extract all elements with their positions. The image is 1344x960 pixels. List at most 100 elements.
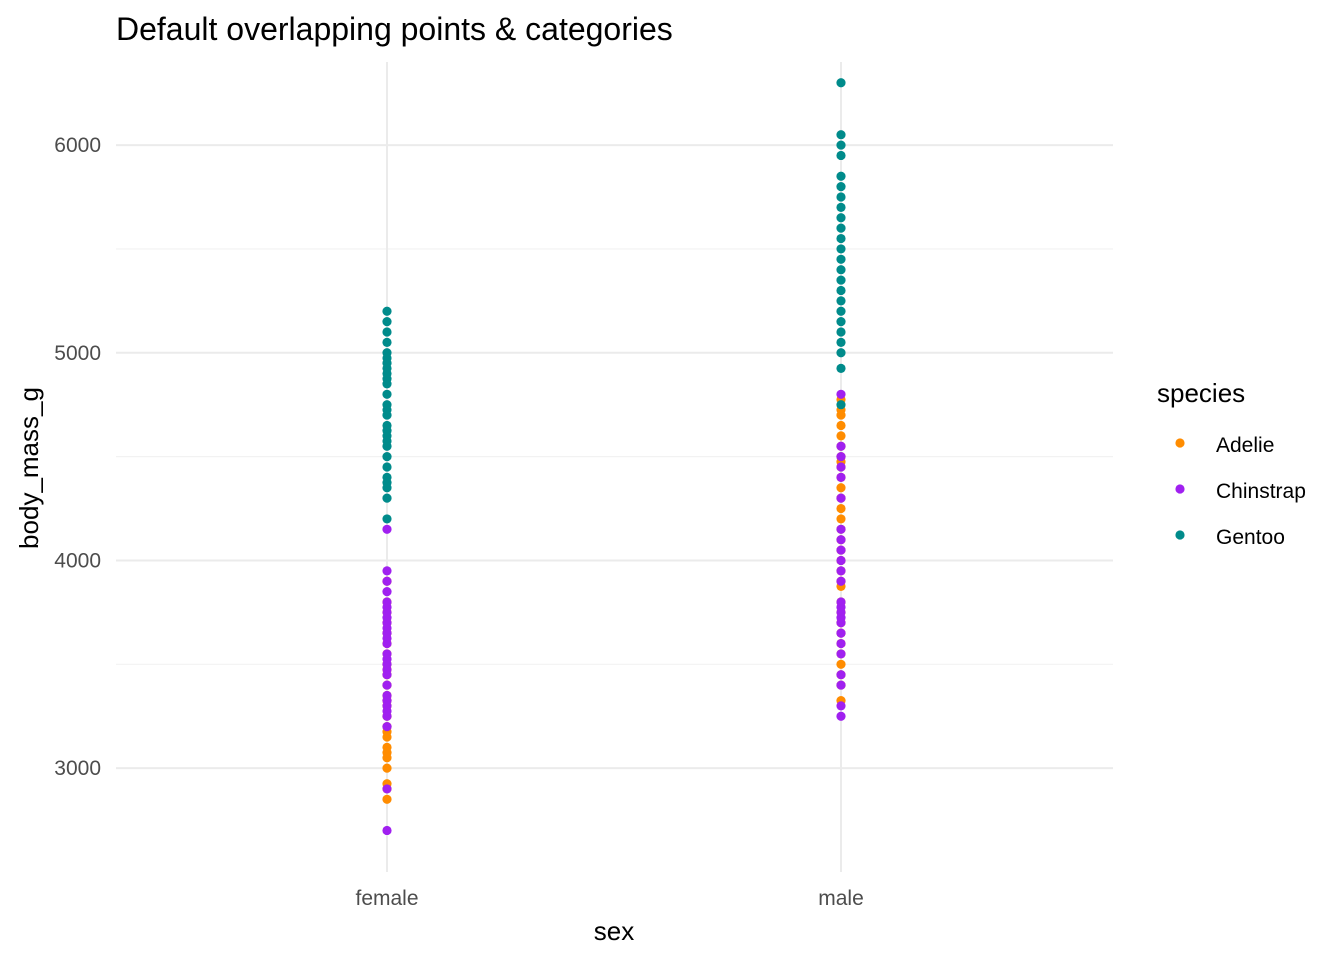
data-point	[836, 628, 846, 638]
legend: species Adelie Chinstrap Gentoo	[1157, 378, 1306, 549]
data-point	[836, 483, 846, 493]
data-point	[836, 472, 846, 482]
data-point	[382, 462, 392, 472]
data-point	[382, 680, 392, 690]
legend-key-chinstrap	[1175, 484, 1185, 494]
y-tick-label: 5000	[54, 342, 101, 365]
data-point	[836, 202, 846, 212]
x-tick-label: female	[355, 887, 418, 910]
data-point	[836, 659, 846, 669]
legend-label: Adelie	[1216, 434, 1274, 457]
data-point	[382, 389, 392, 399]
x-tick-label: male	[818, 887, 864, 910]
legend-items: Adelie Chinstrap Gentoo	[1175, 434, 1306, 549]
data-point	[836, 431, 846, 441]
data-point	[836, 566, 846, 576]
data-point	[836, 400, 846, 410]
legend-title: species	[1157, 378, 1245, 408]
data-point	[382, 722, 392, 732]
y-tick-label: 4000	[54, 549, 101, 572]
data-point	[836, 649, 846, 659]
chart-title: Default overlapping points & categories	[116, 11, 673, 47]
data-point	[836, 337, 846, 347]
data-point	[836, 244, 846, 254]
data-point	[836, 389, 846, 399]
data-point	[382, 348, 392, 358]
data-point	[382, 566, 392, 576]
legend-label: Gentoo	[1216, 526, 1285, 549]
data-point	[382, 763, 392, 773]
data-point	[836, 701, 846, 711]
axis-ticks: 3000 4000 5000 6000 female male	[54, 134, 863, 910]
data-point	[836, 452, 846, 462]
data-point	[382, 493, 392, 503]
data-point	[836, 317, 846, 327]
data-point	[836, 265, 846, 275]
data-point	[836, 670, 846, 680]
data-point	[836, 503, 846, 514]
data-point	[836, 233, 846, 244]
data-point	[382, 327, 392, 337]
y-tick-label: 3000	[54, 757, 101, 780]
series-gentoo	[382, 78, 846, 524]
data-point	[836, 254, 846, 264]
data-point	[836, 327, 846, 337]
data-point	[836, 638, 846, 649]
data-point	[382, 524, 392, 534]
data-point	[382, 306, 392, 316]
data-point	[836, 182, 846, 192]
data-point	[836, 78, 846, 88]
data-point	[836, 555, 846, 566]
data-point	[382, 597, 392, 607]
data-point	[836, 493, 846, 503]
data-point	[836, 576, 846, 586]
data-point	[836, 130, 846, 140]
data-point	[382, 420, 392, 431]
data-point	[382, 649, 392, 659]
data-point	[836, 296, 846, 306]
grid-lines	[116, 62, 1113, 872]
data-point	[836, 150, 846, 161]
data-point	[836, 441, 846, 451]
data-point	[382, 576, 392, 586]
data-points	[382, 78, 846, 836]
data-point	[382, 794, 392, 804]
data-point	[382, 784, 392, 794]
data-point	[382, 400, 392, 410]
data-point	[836, 275, 846, 285]
data-point	[382, 514, 392, 524]
data-point	[382, 690, 392, 701]
legend-key-gentoo	[1175, 530, 1185, 540]
legend-key-adelie	[1175, 438, 1185, 448]
data-point	[836, 285, 846, 296]
data-point	[382, 337, 392, 347]
data-point	[836, 514, 846, 524]
data-point	[382, 452, 392, 462]
data-point	[836, 223, 846, 233]
data-point	[836, 711, 846, 721]
data-point	[382, 587, 392, 597]
data-point	[836, 140, 846, 150]
data-point	[836, 420, 846, 431]
data-point	[836, 306, 846, 316]
data-point	[382, 825, 392, 836]
legend-label: Chinstrap	[1216, 480, 1306, 503]
series-chinstrap	[382, 389, 846, 836]
data-point	[382, 472, 392, 482]
data-point	[382, 317, 392, 327]
data-point	[836, 213, 846, 223]
data-point	[836, 535, 846, 545]
data-point	[836, 680, 846, 690]
data-point	[836, 545, 846, 555]
data-point	[836, 597, 846, 607]
data-point	[836, 363, 846, 373]
y-tick-label: 6000	[54, 134, 101, 157]
y-axis-title: body_mass_g	[14, 387, 44, 549]
x-axis-title: sex	[594, 916, 634, 946]
data-point	[836, 462, 846, 472]
data-point	[836, 348, 846, 358]
data-point	[382, 742, 392, 752]
data-point	[836, 524, 846, 534]
data-point	[836, 171, 846, 181]
